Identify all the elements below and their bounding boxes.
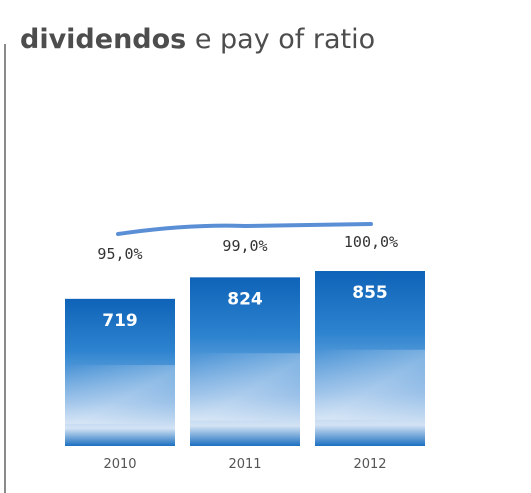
ratio-label: 95,0% bbox=[97, 245, 142, 263]
bar-value-label: 719 bbox=[102, 311, 138, 331]
category-label-2010: 2010 bbox=[103, 457, 136, 472]
bar-texture bbox=[65, 365, 175, 424]
category-label-2012: 2012 bbox=[353, 457, 386, 472]
ratio-label: 99,0% bbox=[222, 237, 267, 255]
left-rule bbox=[4, 44, 6, 493]
bar-value-label: 855 bbox=[352, 283, 388, 303]
category-label-2011: 2011 bbox=[228, 457, 261, 472]
chart-title: dividendos e pay of ratio bbox=[20, 22, 375, 58]
title-bold: dividendos bbox=[20, 24, 187, 55]
title-rest: e pay of ratio bbox=[186, 24, 376, 55]
ratio-label: 100,0% bbox=[344, 233, 398, 251]
payout-ratio-line bbox=[116, 222, 373, 236]
bar-value-label: 824 bbox=[227, 289, 263, 309]
bar-texture bbox=[190, 353, 300, 421]
bar-texture bbox=[315, 349, 425, 420]
